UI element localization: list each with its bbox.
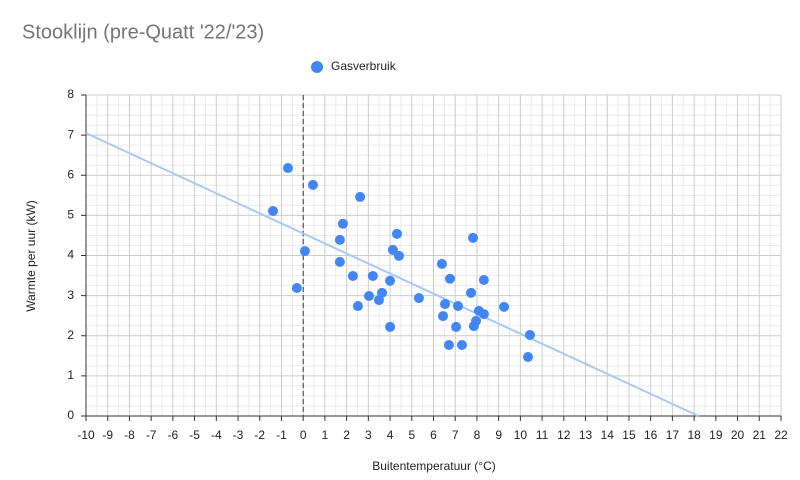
data-point: [445, 273, 456, 284]
data-point: [413, 293, 424, 304]
data-point: [363, 291, 374, 302]
y-tick-label: 4: [67, 248, 74, 262]
data-point: [471, 315, 482, 326]
x-tick-label: -4: [211, 428, 222, 442]
y-tick-label: 0: [67, 408, 74, 422]
data-point: [385, 275, 396, 286]
data-point: [337, 218, 348, 229]
data-point: [307, 179, 318, 190]
x-tick-label: -6: [168, 428, 179, 442]
legend-marker: [311, 61, 323, 73]
data-point: [478, 274, 489, 285]
x-tick-label: -8: [124, 428, 135, 442]
x-tick-label: -10: [77, 428, 95, 442]
data-point: [453, 301, 464, 312]
data-point: [392, 228, 403, 239]
x-tick-label: 18: [687, 428, 701, 442]
y-tick-label: 7: [67, 127, 74, 141]
x-tick-label: 7: [452, 428, 459, 442]
data-point: [282, 163, 293, 174]
x-tick-label: 13: [579, 428, 593, 442]
x-tick-label: 9: [495, 428, 502, 442]
chart-title: Stooklijn (pre-Quatt '22/'23): [22, 21, 264, 43]
data-point: [355, 191, 366, 202]
data-point: [524, 329, 535, 340]
x-tick-label: 20: [731, 428, 745, 442]
data-point: [468, 232, 479, 243]
x-axis-title: Buitentemperatuur (°C): [372, 459, 496, 473]
data-point: [267, 205, 278, 216]
data-point: [367, 270, 378, 281]
trendline: [85, 132, 699, 417]
x-tick-label: 22: [774, 428, 788, 442]
x-tick-label: 3: [365, 428, 372, 442]
data-point: [385, 321, 396, 332]
y-tick-label: 3: [67, 288, 74, 302]
x-tick-label: -5: [189, 428, 200, 442]
x-tick-label: 1: [322, 428, 329, 442]
x-tick-label: 0: [300, 428, 307, 442]
y-tick-label: 6: [67, 167, 74, 181]
data-point: [451, 321, 462, 332]
x-tick-label: 14: [601, 428, 615, 442]
data-point: [436, 258, 447, 269]
data-point: [499, 301, 510, 312]
data-point: [334, 234, 345, 245]
x-tick-label: 8: [474, 428, 481, 442]
y-tick-label: 8: [67, 87, 74, 101]
x-tick-label: 16: [644, 428, 658, 442]
data-point: [440, 299, 451, 310]
data-point: [334, 256, 345, 267]
y-tick-label: 2: [67, 328, 74, 342]
data-point: [393, 250, 404, 261]
x-tick-label: -9: [102, 428, 113, 442]
data-point: [522, 352, 533, 363]
y-tick-label: 1: [67, 368, 74, 382]
data-point: [443, 339, 454, 350]
x-tick-label: -3: [233, 428, 244, 442]
data-point: [456, 339, 467, 350]
y-tick-label: 5: [67, 208, 74, 222]
data-point: [438, 311, 449, 322]
legend-label: Gasverbruik: [331, 59, 397, 73]
x-tick-label: -2: [254, 428, 265, 442]
x-tick-label: 4: [387, 428, 394, 442]
y-axis-title: Warmte per uur (kW): [24, 200, 38, 312]
x-tick-label: -7: [146, 428, 157, 442]
data-point: [478, 309, 489, 320]
data-point: [387, 244, 398, 255]
x-tick-label: 19: [709, 428, 723, 442]
x-tick-label: -1: [276, 428, 287, 442]
data-point: [352, 301, 363, 312]
x-tick-label: 2: [343, 428, 350, 442]
x-tick-label: 5: [408, 428, 415, 442]
x-tick-label: 11: [536, 428, 549, 442]
x-tick-label: 10: [514, 428, 528, 442]
x-tick-label: 17: [666, 428, 680, 442]
data-point: [347, 270, 358, 281]
x-tick-label: 6: [430, 428, 437, 442]
data-point: [466, 287, 477, 298]
x-tick-label: 12: [557, 428, 571, 442]
data-point: [373, 295, 384, 306]
data-point: [291, 283, 302, 294]
x-tick-label: 15: [622, 428, 636, 442]
data-point: [299, 246, 310, 257]
x-tick-label: 21: [753, 428, 767, 442]
